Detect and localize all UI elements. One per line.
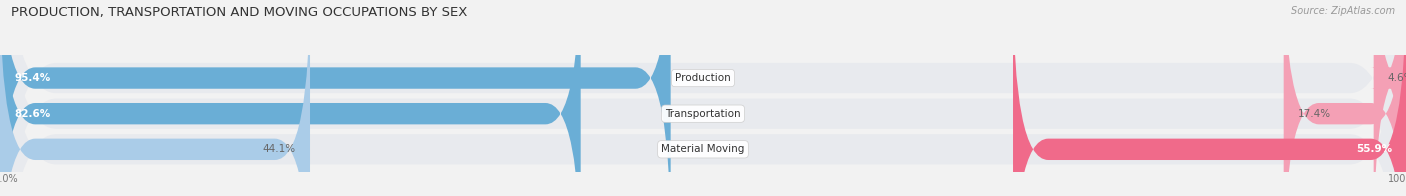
Text: 82.6%: 82.6%	[14, 109, 51, 119]
Text: 95.4%: 95.4%	[14, 73, 51, 83]
FancyBboxPatch shape	[0, 0, 671, 196]
FancyBboxPatch shape	[1371, 0, 1406, 196]
Text: 4.6%: 4.6%	[1388, 73, 1406, 83]
Text: Material Moving: Material Moving	[661, 144, 745, 154]
Text: PRODUCTION, TRANSPORTATION AND MOVING OCCUPATIONS BY SEX: PRODUCTION, TRANSPORTATION AND MOVING OC…	[11, 6, 468, 19]
Text: 17.4%: 17.4%	[1298, 109, 1331, 119]
Text: Production: Production	[675, 73, 731, 83]
Text: Transportation: Transportation	[665, 109, 741, 119]
Text: Source: ZipAtlas.com: Source: ZipAtlas.com	[1291, 6, 1395, 16]
FancyBboxPatch shape	[1012, 0, 1406, 196]
FancyBboxPatch shape	[0, 0, 581, 196]
Text: 44.1%: 44.1%	[263, 144, 297, 154]
FancyBboxPatch shape	[0, 0, 309, 196]
FancyBboxPatch shape	[1284, 0, 1406, 196]
Text: 55.9%: 55.9%	[1355, 144, 1392, 154]
